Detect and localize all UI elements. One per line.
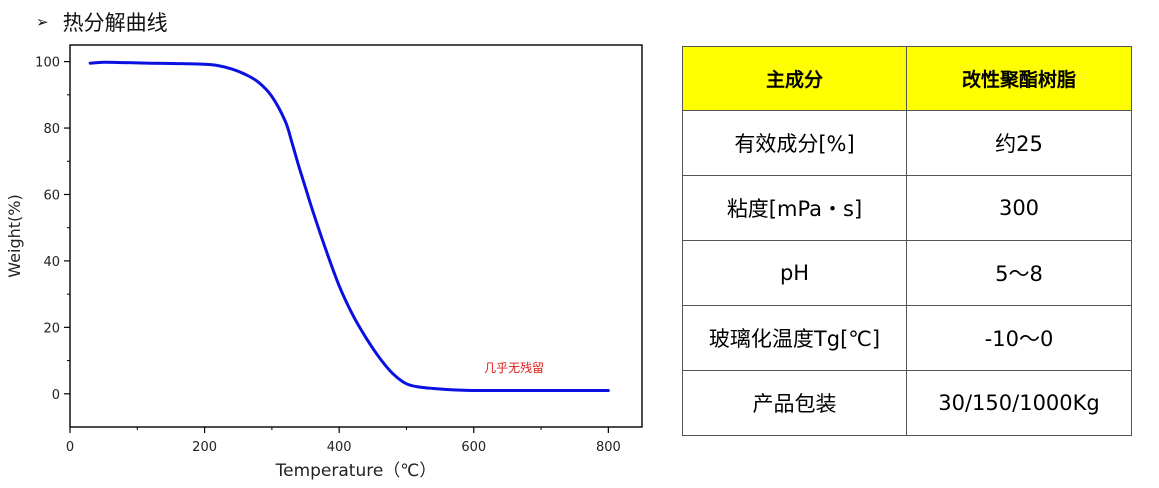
chart-annotation: 几乎无残留: [484, 361, 544, 375]
header-cell-component: 主成分: [682, 46, 907, 111]
table-cell-value: 30/150/1000Kg: [906, 370, 1132, 436]
table-cell-value: 5～8: [906, 240, 1132, 306]
x-axis-label: Temperature（℃）: [275, 461, 437, 481]
weight-series-line: [88, 60, 610, 392]
table-cell-value: 约25: [906, 110, 1132, 176]
table-cell-property: 玻璃化温度Tg[℃]: [682, 305, 907, 371]
tga-chart: 0 200 400 600 800 0 20 40 60 80 100 Temperature（℃） W…: [5, 44, 643, 481]
table-cell-property: pH: [682, 240, 907, 306]
table-cell-value: 300: [906, 175, 1132, 241]
header-cell-value: 改性聚酯树脂: [906, 46, 1132, 111]
table-cell-property: 产品包装: [682, 370, 907, 436]
y-tick-label: 40: [43, 255, 60, 270]
y-tick-label: 80: [43, 122, 60, 137]
table-row: 玻璃化温度Tg[℃] -10～0: [682, 305, 1132, 371]
x-tick-label: 400: [327, 440, 352, 455]
table-row: 有效成分[%] 约25: [682, 110, 1132, 176]
y-tick-label: 20: [43, 321, 60, 336]
arrow-bullet-icon: ➢: [36, 13, 49, 31]
x-tick-label: 800: [596, 440, 621, 455]
x-tick-label: 600: [461, 440, 486, 455]
y-tick-label: 100: [35, 56, 60, 71]
table-row: pH 5～8: [682, 240, 1132, 306]
y-tick-label: 0: [52, 388, 60, 403]
x-tick-label: 0: [66, 440, 74, 455]
table-row: 产品包装 30/150/1000Kg: [682, 370, 1132, 436]
x-tick-label: 200: [192, 440, 217, 455]
y-tick-label: 60: [43, 188, 60, 203]
table-cell-property: 粘度[mPa・s]: [682, 175, 907, 241]
table-row: 粘度[mPa・s] 300: [682, 175, 1132, 241]
table-cell-value: -10～0: [906, 305, 1132, 371]
section-heading: ➢ 热分解曲线: [36, 6, 168, 38]
table-header-row: 主成分 改性聚酯树脂: [682, 46, 1132, 111]
plot-frame: [69, 44, 643, 428]
table-cell-property: 有效成分[%]: [682, 110, 907, 176]
section-heading-text: 热分解曲线: [62, 11, 168, 35]
spec-table: 主成分 改性聚酯树脂 有效成分[%] 约25 粘度[mPa・s] 300 pH …: [682, 46, 1132, 436]
y-axis-label: Weight(%): [5, 194, 24, 277]
